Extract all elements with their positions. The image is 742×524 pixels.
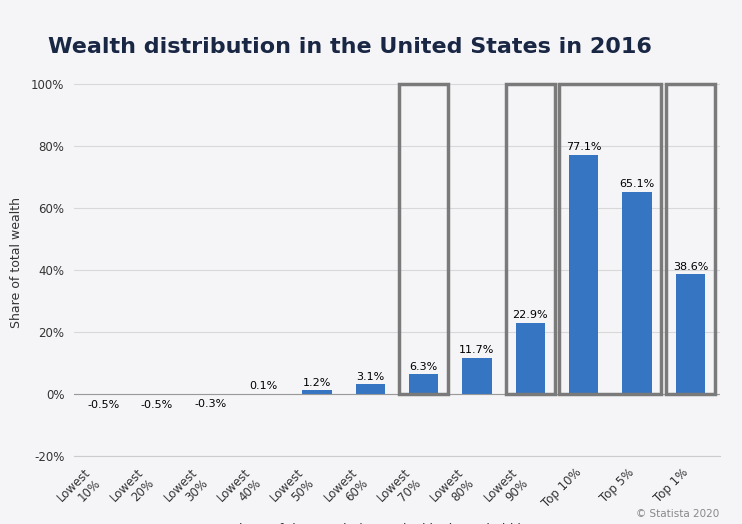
Bar [399, 84, 448, 394]
Y-axis label: Share of total wealth: Share of total wealth [10, 196, 23, 328]
Text: -0.3%: -0.3% [194, 399, 226, 409]
Bar [302, 390, 332, 394]
Text: © Statista 2020: © Statista 2020 [637, 509, 720, 519]
Bar [196, 394, 225, 395]
Bar [506, 84, 554, 394]
Bar [89, 394, 118, 396]
Text: 6.3%: 6.3% [410, 362, 438, 372]
Text: 0.1%: 0.1% [249, 381, 278, 391]
Text: Wealth distribution in the United States in 2016: Wealth distribution in the United States… [48, 37, 652, 57]
Bar [666, 84, 715, 394]
Text: 3.1%: 3.1% [356, 372, 384, 382]
Bar [462, 357, 492, 394]
Text: -0.5%: -0.5% [141, 400, 173, 410]
Bar [559, 84, 661, 394]
X-axis label: Share of the population ranked by household income: Share of the population ranked by househ… [231, 523, 563, 524]
Text: 22.9%: 22.9% [513, 310, 548, 320]
Text: 65.1%: 65.1% [620, 179, 654, 189]
Bar [142, 394, 171, 396]
Text: 77.1%: 77.1% [566, 142, 602, 152]
Bar [409, 374, 439, 394]
Bar [355, 384, 385, 394]
Text: 1.2%: 1.2% [303, 378, 331, 388]
Bar [569, 155, 598, 394]
Text: -0.5%: -0.5% [88, 400, 119, 410]
Bar [676, 274, 705, 394]
Bar [516, 323, 545, 394]
Text: 38.6%: 38.6% [673, 261, 708, 271]
Text: 11.7%: 11.7% [459, 345, 495, 355]
Bar [623, 192, 651, 394]
